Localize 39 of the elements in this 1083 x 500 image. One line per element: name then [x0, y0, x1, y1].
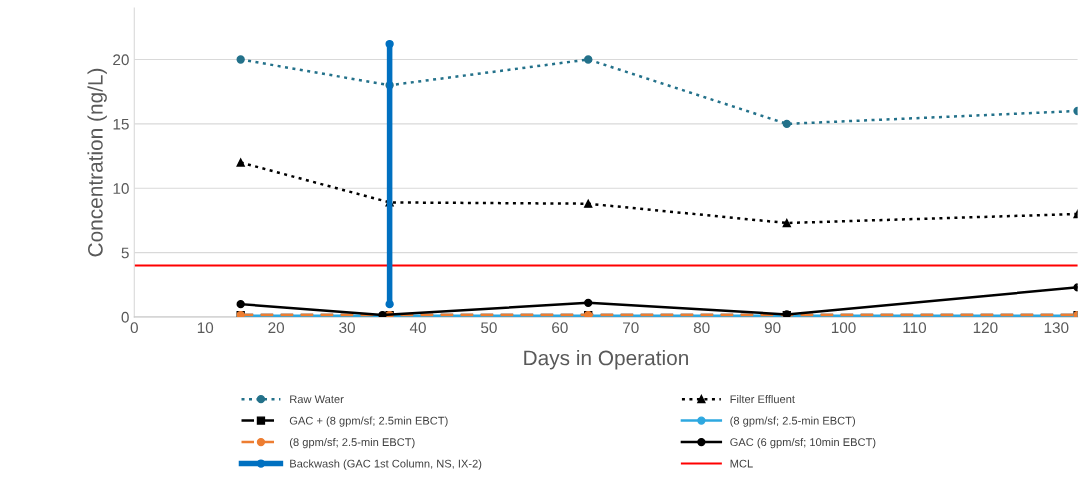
point — [584, 199, 593, 208]
x-tick-label: 50 — [481, 322, 497, 334]
x-tick-label: 0 — [130, 322, 138, 334]
y-tick-label: 20 — [113, 54, 129, 66]
x-tick-label: 70 — [623, 322, 639, 334]
point — [782, 119, 791, 129]
x-tick-label: 30 — [339, 322, 355, 334]
point — [236, 55, 245, 64]
point — [782, 218, 791, 228]
x-tick-label: 90 — [764, 322, 781, 334]
x-tick-label: 130 — [1044, 322, 1069, 334]
point — [236, 158, 245, 167]
legend-label: GAC (6 gpm/sf; 10min EBCT) — [730, 437, 876, 449]
legend-label: Raw Water — [290, 395, 344, 404]
point — [584, 298, 593, 308]
y-tick-label: 5 — [121, 247, 129, 259]
y-tick-label: 0 — [121, 311, 129, 323]
legend-label: (8 gpm/sf; 2.5-min EBCT) — [289, 437, 415, 449]
x-tick-label: 100 — [831, 322, 856, 334]
x-tick-label: 110 — [903, 322, 927, 334]
x-axis-title: Days in Operation — [524, 349, 688, 370]
legend-label: (8 gpm/sf; 2.5-min EBCT) — [730, 416, 855, 427]
x-tick-label: 80 — [693, 322, 710, 334]
x-tick-label: 40 — [409, 322, 426, 334]
point — [584, 55, 593, 64]
x-tick-label: 20 — [268, 322, 285, 334]
y-axis-title: Concentration (ng/L) — [87, 68, 107, 257]
point — [385, 39, 394, 49]
y-tick-label: 15 — [113, 118, 129, 130]
x-tick-label: 120 — [973, 322, 998, 334]
y-tick-label: 10 — [113, 183, 129, 194]
x-tick-label: 10 — [197, 322, 214, 334]
legend-label: GAC + (8 gpm/sf; 2.5min EBCT) — [289, 416, 448, 427]
point — [236, 299, 245, 309]
point — [378, 310, 387, 317]
legend-label: Filter Effluent — [730, 394, 795, 404]
x-tick-label: 60 — [552, 322, 568, 334]
legend-label: Backwash (GAC 1st Column, NS, IX-2) — [290, 459, 482, 470]
legend-label: MCL — [730, 459, 753, 468]
